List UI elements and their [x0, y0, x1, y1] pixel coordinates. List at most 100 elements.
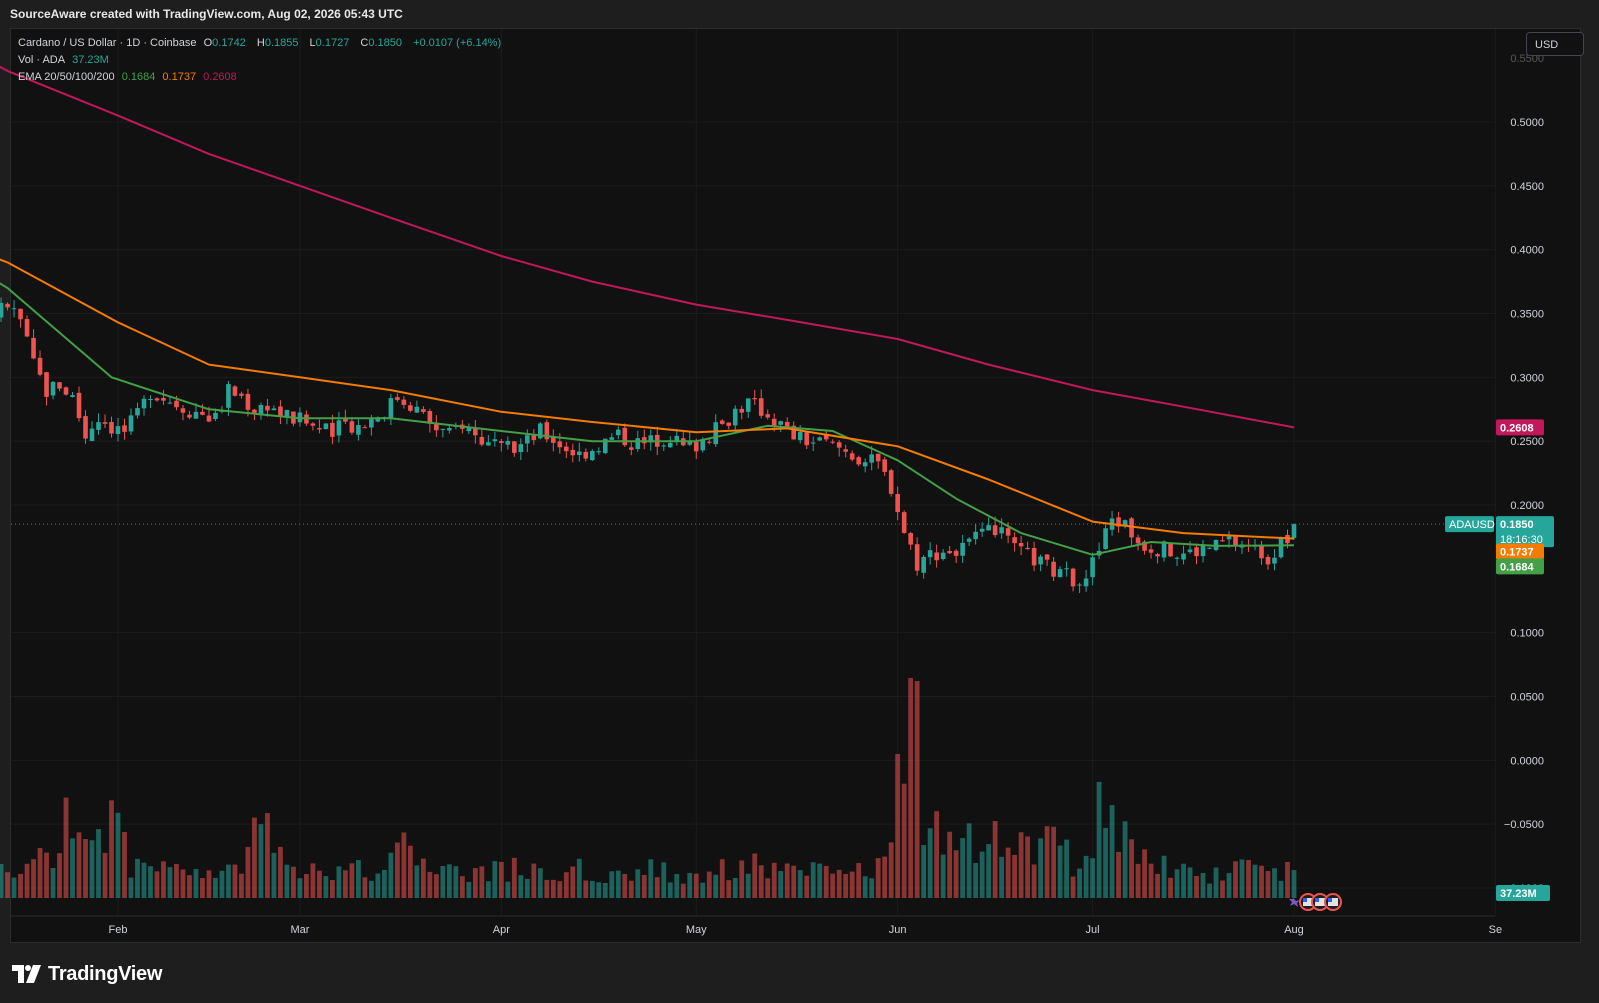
symbol-legend[interactable]: Cardano / US Dollar · 1D · Coinbase O0.1… [18, 35, 505, 52]
chart-pane[interactable] [10, 28, 1581, 943]
volume-bar [401, 832, 407, 898]
candle-body [57, 382, 62, 389]
volume-bar [1291, 870, 1297, 898]
volume-bar [622, 874, 628, 898]
candle-body [538, 423, 543, 439]
ema50-value: 0.1737 [162, 71, 197, 83]
candle-body [213, 412, 218, 420]
volume-bar [615, 870, 621, 898]
flag-stripe-icon [1328, 898, 1338, 906]
candle-body [940, 552, 946, 560]
volume-bar [628, 880, 634, 898]
volume-bar [602, 882, 608, 898]
volume-bar [70, 838, 75, 898]
candle-body [752, 398, 758, 400]
volume-bar [1109, 805, 1115, 898]
volume-bar [1226, 872, 1232, 898]
candle-body [187, 414, 192, 418]
last-price-tag-bg [1496, 516, 1554, 548]
volume-bar [973, 862, 979, 898]
volume-bar [570, 866, 576, 898]
candle-body [1200, 545, 1206, 557]
snapshot-credit: SourceAware created with TradingView.com… [10, 7, 403, 21]
price-tick-label: 0.5000 [1510, 117, 1544, 129]
time-tick-label: Jun [889, 924, 907, 936]
volume-bar [706, 871, 712, 898]
candle-body [518, 444, 524, 453]
candle-body [973, 531, 978, 540]
candle-body [128, 415, 134, 432]
candle-body [414, 406, 420, 413]
volume-bar [5, 872, 10, 898]
volume-bar [882, 856, 888, 898]
candle-body [37, 357, 43, 375]
open-label: O [203, 37, 213, 49]
volume-bar [1025, 836, 1031, 898]
volume-bar [843, 873, 849, 898]
candle-body [1265, 556, 1271, 565]
ema200-price-tag-bg [1496, 419, 1544, 436]
volume-bar [310, 863, 316, 898]
candle-body [778, 421, 784, 425]
volume-bar [979, 851, 985, 898]
candle-body [434, 423, 439, 431]
candle-body [284, 410, 290, 417]
volume-bar [771, 862, 777, 898]
candle-body [564, 446, 569, 452]
low-label: L [309, 37, 316, 49]
volume-bar [1057, 845, 1063, 898]
candle-body [336, 420, 342, 436]
candle-body [1051, 561, 1056, 577]
candle-body [797, 431, 803, 441]
volume-bar [297, 878, 303, 898]
volume-bar [862, 876, 868, 898]
volume-bar [713, 874, 719, 898]
candle-body [661, 445, 667, 447]
volume-bar [1161, 855, 1167, 898]
event-markers[interactable] [1289, 893, 1342, 911]
volume-bar [1246, 859, 1251, 898]
candle-body [486, 442, 491, 446]
chart-legend: Cardano / US Dollar · 1D · Coinbase O 0.1… [18, 35, 505, 86]
flag-stripe-icon [1315, 898, 1325, 906]
volume-price-tag-bg [1496, 885, 1550, 901]
candle-body [473, 428, 478, 436]
candle-body [739, 408, 745, 413]
volume-bar [947, 831, 953, 898]
currency-button[interactable]: USD [1526, 32, 1584, 56]
volume-bar [758, 865, 764, 898]
volume-bar [966, 823, 972, 898]
candle-body [271, 408, 277, 411]
volume-bar [1213, 867, 1219, 898]
volume-bar [1083, 855, 1089, 898]
volume-legend[interactable]: Vol · ADA 37.23M [18, 52, 505, 69]
candle-body [115, 426, 121, 434]
candle-body [1272, 557, 1277, 564]
volume-value: 37.23M [72, 54, 109, 66]
volume-bar [1265, 871, 1271, 898]
volume-bar [823, 865, 829, 898]
volume-bar [76, 832, 82, 898]
price-axis[interactable]: 0.5000 0.4500 0.4000 0.3500 0.3000 0.2500 0.20… [1504, 53, 1544, 895]
volume-bar [368, 880, 374, 898]
volume-bar [999, 856, 1005, 898]
ema-legend[interactable]: EMA 20/50/100/200 0.1684 0.1737 0.2608 [18, 69, 505, 86]
volume-bar [446, 864, 452, 898]
candle-body [76, 392, 82, 419]
tradingview-logo[interactable]: TradingView [12, 962, 162, 986]
candle-body [713, 422, 719, 445]
candle-body [966, 538, 972, 542]
volume-bar [1174, 869, 1180, 898]
candle-body [245, 393, 251, 410]
candle-body [18, 308, 23, 320]
flag-stripe-icon [1303, 898, 1313, 906]
time-tick-label: Feb [109, 924, 128, 936]
volume-bar [24, 863, 30, 898]
symbol-name[interactable]: Cardano / US Dollar · 1D · Coinbase [18, 37, 197, 49]
volume-bar [674, 874, 680, 898]
time-tick-label: Apr [493, 924, 510, 936]
time-axis[interactable]: Feb Mar Apr May Jun Jul Aug Se [109, 924, 1503, 936]
volume-bar [661, 862, 667, 898]
price-tick-label: 0.4000 [1510, 245, 1544, 257]
